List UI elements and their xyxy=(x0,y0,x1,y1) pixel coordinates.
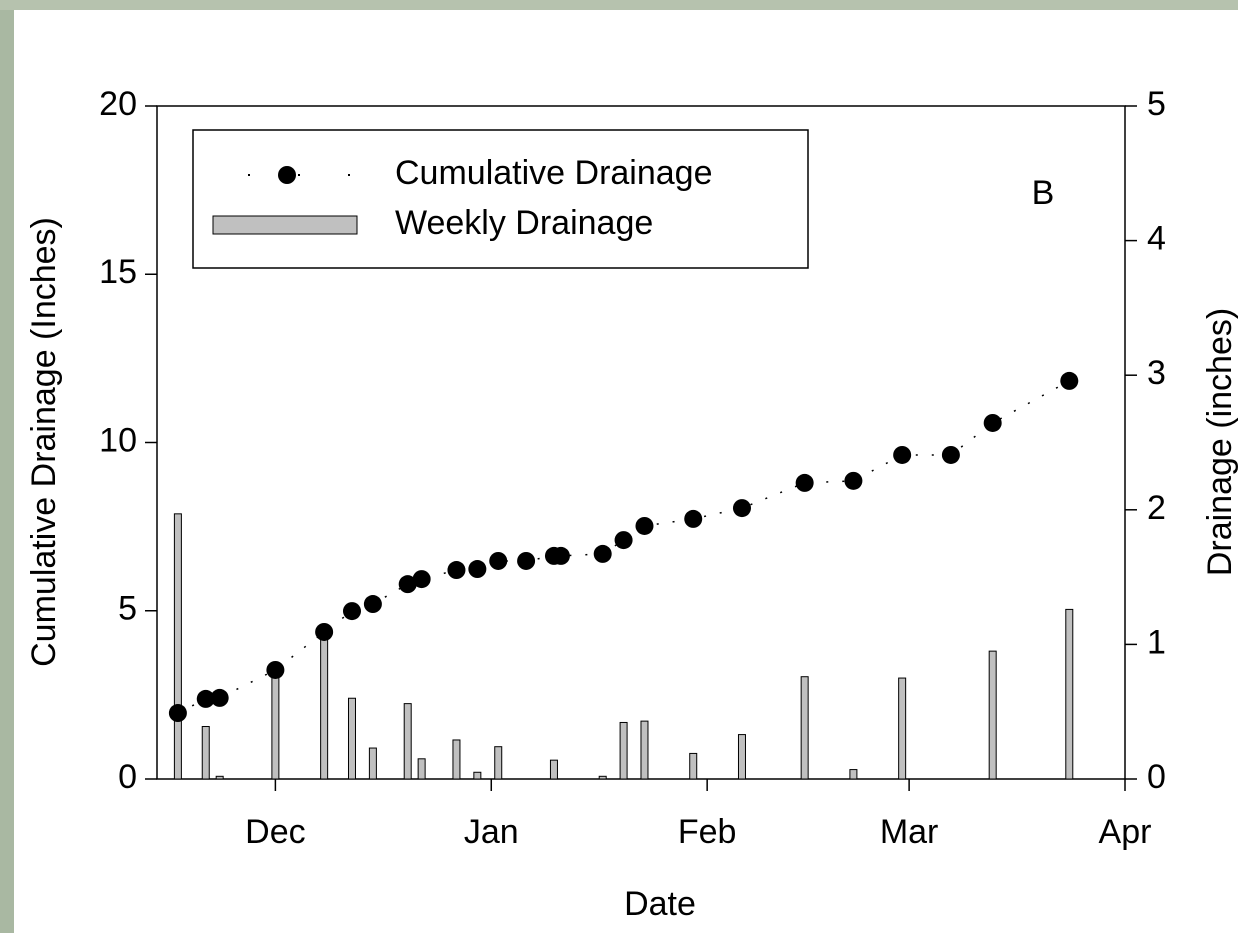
legend-swatch xyxy=(212,215,358,235)
y2-tick-label: 0 xyxy=(1147,758,1166,796)
y2-tick-label: 3 xyxy=(1147,354,1166,392)
x-tick-label: Feb xyxy=(678,813,737,851)
bar xyxy=(689,752,698,780)
point xyxy=(315,622,334,641)
bar xyxy=(640,720,649,780)
y2-tick-label: 1 xyxy=(1147,623,1166,661)
legend-marker xyxy=(278,166,296,184)
point xyxy=(844,471,863,490)
legend-label: Weekly Drainage xyxy=(395,204,653,242)
point xyxy=(447,561,466,580)
y2-axis-label: Drainage (inches) xyxy=(1201,308,1238,576)
bar xyxy=(403,703,412,780)
bar xyxy=(737,734,746,780)
point xyxy=(1060,371,1079,390)
bar xyxy=(898,677,907,780)
x-tick-label: Apr xyxy=(1099,813,1152,851)
background-strip xyxy=(0,0,14,933)
point xyxy=(593,544,612,563)
point xyxy=(551,546,570,565)
point xyxy=(468,560,487,579)
bar xyxy=(473,771,482,780)
point xyxy=(614,531,633,550)
bar xyxy=(849,769,858,780)
y-tick-label: 10 xyxy=(99,421,137,459)
bar xyxy=(988,650,997,780)
point xyxy=(412,570,431,589)
point xyxy=(893,445,912,464)
point xyxy=(941,445,960,464)
x-tick-label: Dec xyxy=(245,813,305,851)
point xyxy=(196,689,215,708)
point xyxy=(363,595,382,614)
point xyxy=(342,602,361,621)
point xyxy=(684,509,703,528)
bar xyxy=(549,759,558,780)
bar xyxy=(320,627,329,780)
bar xyxy=(368,747,377,780)
point xyxy=(168,704,187,723)
bar xyxy=(452,739,461,780)
point xyxy=(266,660,285,679)
bar xyxy=(215,775,224,780)
bar xyxy=(1065,608,1074,780)
bar xyxy=(494,746,503,780)
y-tick-label: 5 xyxy=(118,590,137,628)
y-tick-label: 15 xyxy=(99,253,137,291)
bar xyxy=(619,721,628,780)
y-tick-label: 0 xyxy=(118,758,137,796)
bar xyxy=(598,775,607,780)
x-tick-label: Jan xyxy=(464,813,519,851)
bar xyxy=(201,726,210,780)
x-tick-label: Mar xyxy=(880,813,939,851)
point xyxy=(210,688,229,707)
point xyxy=(732,499,751,518)
bar xyxy=(417,758,426,780)
point xyxy=(795,473,814,492)
point xyxy=(398,575,417,594)
y2-tick-label: 4 xyxy=(1147,220,1166,258)
bar xyxy=(173,513,182,780)
point xyxy=(489,551,508,570)
bar xyxy=(800,676,809,780)
y2-tick-label: 5 xyxy=(1147,85,1166,123)
bar xyxy=(271,664,280,780)
annotation: B xyxy=(1032,174,1055,212)
x-axis-label: Date xyxy=(624,885,696,923)
legend-box xyxy=(192,129,809,269)
y2-tick-label: 2 xyxy=(1147,489,1166,527)
bar xyxy=(347,697,356,780)
point xyxy=(517,551,536,570)
point xyxy=(635,516,654,535)
background-strip xyxy=(0,0,1238,10)
y-axis-label: Cumulative Drainage (Inches) xyxy=(25,217,63,667)
point xyxy=(983,413,1002,432)
y-tick-label: 20 xyxy=(99,85,137,123)
legend-label: Cumulative Drainage xyxy=(395,154,713,192)
